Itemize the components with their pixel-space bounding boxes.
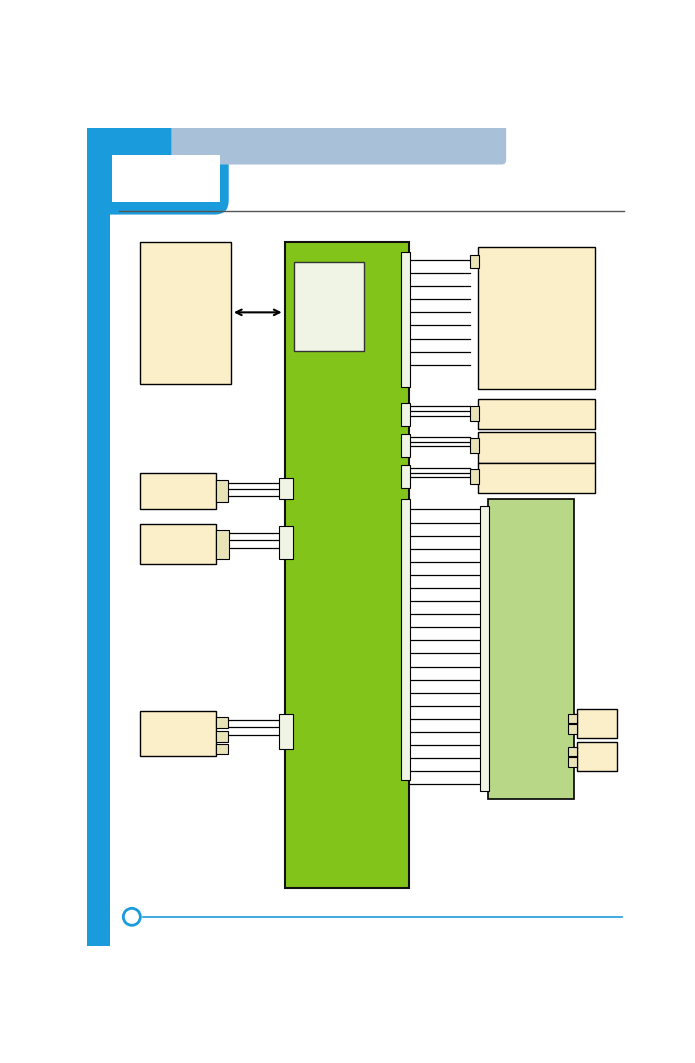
Bar (489, 499, 573, 799)
Bar (140, 473, 215, 509)
FancyBboxPatch shape (172, 124, 506, 165)
Bar (279, 526, 293, 559)
Bar (215, 480, 228, 502)
Bar (470, 469, 479, 484)
Bar (568, 724, 578, 733)
Bar (215, 743, 228, 755)
Bar (112, 154, 220, 202)
Bar (478, 399, 594, 429)
Bar (401, 252, 410, 387)
Bar (478, 462, 594, 493)
Bar (279, 478, 293, 500)
Bar (215, 529, 229, 559)
Bar (568, 746, 578, 756)
Bar (140, 524, 215, 564)
Bar (480, 506, 489, 791)
Bar (577, 709, 617, 738)
Bar (140, 241, 231, 384)
Bar (577, 742, 617, 772)
Bar (470, 438, 479, 453)
Bar (401, 403, 410, 426)
Bar (401, 499, 410, 780)
Bar (140, 711, 215, 756)
Bar (478, 247, 594, 389)
Bar (478, 432, 594, 462)
Bar (215, 718, 228, 728)
Bar (279, 714, 293, 749)
Bar (470, 405, 479, 421)
Bar (401, 465, 410, 488)
Bar (568, 713, 578, 723)
Bar (87, 128, 110, 946)
Bar (470, 255, 479, 269)
FancyBboxPatch shape (73, 114, 229, 215)
Bar (294, 263, 363, 351)
Bar (568, 758, 578, 766)
Bar (284, 241, 409, 889)
Bar (215, 731, 228, 742)
Bar (401, 434, 410, 457)
